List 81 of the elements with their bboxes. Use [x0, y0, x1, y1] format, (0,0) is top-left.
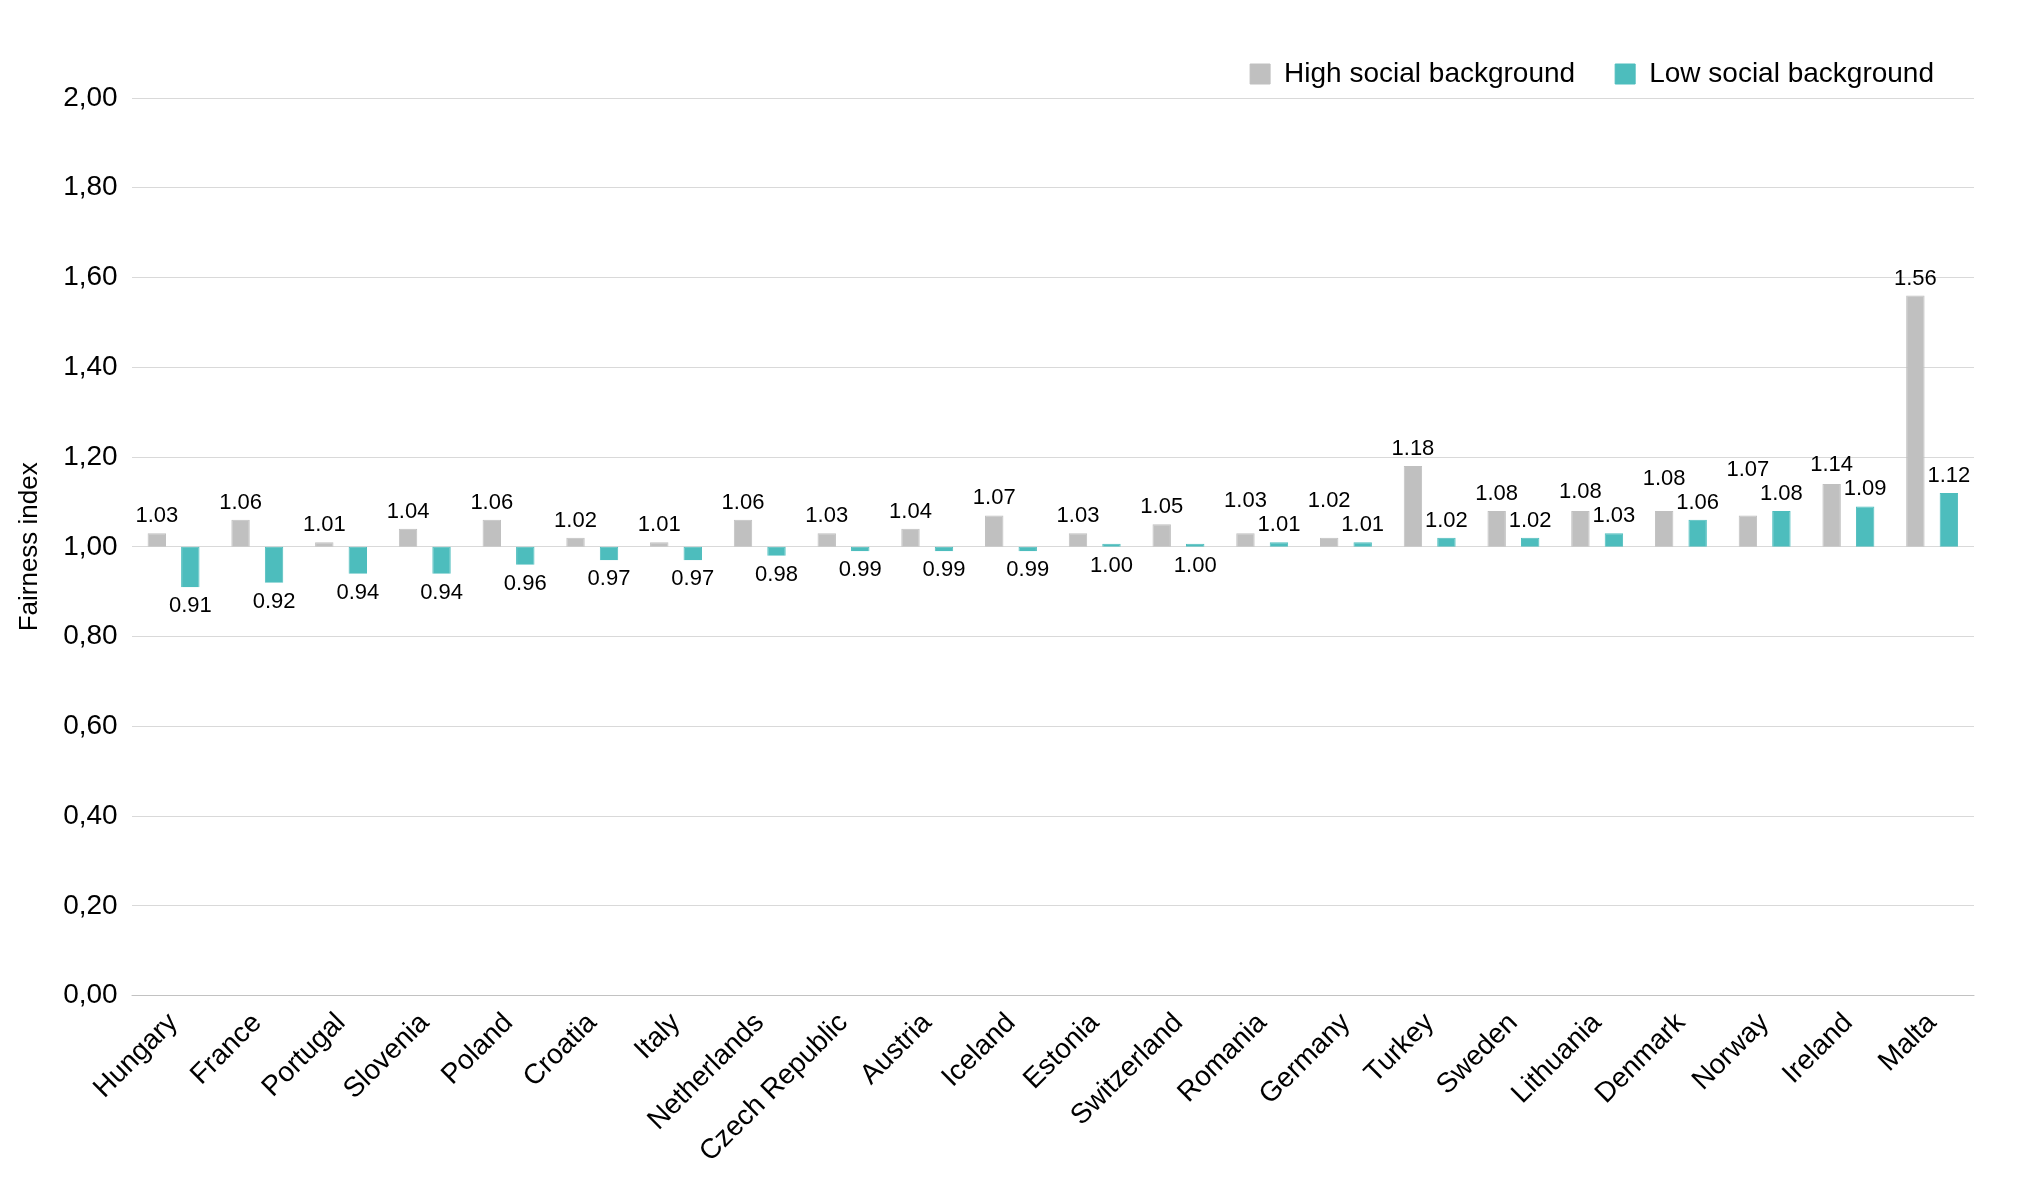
- data-label: 1.04: [889, 497, 932, 523]
- data-label: 1.07: [972, 484, 1016, 510]
- bar: [1403, 466, 1423, 547]
- data-label: 0.96: [503, 569, 547, 595]
- data-label: 1.01: [637, 511, 681, 537]
- data-label: 1.03: [1224, 487, 1267, 513]
- data-label: 0.99: [838, 556, 882, 582]
- data-label: 0.94: [420, 578, 463, 604]
- y-tick-label: 1,40: [63, 349, 118, 381]
- data-label: 0.91: [168, 592, 212, 618]
- data-label: 1.06: [1676, 488, 1720, 514]
- data-label: 1.02: [1307, 487, 1351, 513]
- bar: [1487, 510, 1506, 547]
- data-label: 1.06: [721, 488, 765, 514]
- bar: [985, 515, 1004, 547]
- data-label: 0.99: [922, 556, 966, 582]
- data-label: 1.04: [386, 497, 430, 523]
- y-tick-label: 1,20: [63, 439, 118, 471]
- data-label: 1.08: [1642, 464, 1686, 490]
- data-label: 0.94: [336, 578, 380, 604]
- bar: [231, 519, 250, 547]
- bar: [1772, 510, 1791, 547]
- bar: [566, 537, 585, 547]
- data-label: 1.08: [1475, 479, 1519, 505]
- bar: [1437, 537, 1456, 547]
- data-label: 1.01: [302, 511, 346, 537]
- y-tick-label: 0,20: [63, 888, 118, 920]
- bar: [1738, 515, 1758, 547]
- bar: [1822, 483, 1841, 547]
- bar: [1855, 506, 1875, 547]
- data-label: 1.08: [1759, 479, 1803, 505]
- data-label: 1.00: [1090, 551, 1133, 577]
- data-label: 0.97: [671, 565, 715, 591]
- data-label: 1.14: [1810, 451, 1854, 477]
- bar: [1654, 510, 1674, 547]
- legend-label: Low social background: [1649, 56, 1934, 88]
- data-label: 1.02: [1425, 506, 1468, 532]
- y-axis-title: Fairness index: [12, 462, 43, 632]
- data-label: 1.18: [1391, 435, 1435, 461]
- data-label: 1.12: [1927, 462, 1971, 487]
- y-tick-label: 1,80: [63, 170, 118, 202]
- bar: [181, 546, 200, 588]
- bar: [1571, 510, 1590, 547]
- data-label: 1.03: [1056, 502, 1100, 528]
- bar: [733, 519, 753, 547]
- y-tick-label: 1,60: [63, 260, 118, 292]
- data-label: 1.06: [219, 488, 262, 514]
- bar: [1906, 295, 1925, 547]
- data-label: 1.03: [135, 502, 179, 528]
- bar: [264, 546, 284, 583]
- bar: [1152, 524, 1171, 547]
- bar: [348, 546, 368, 574]
- bar: [1939, 492, 1959, 547]
- data-label: 1.07: [1726, 455, 1770, 481]
- data-label: 1.02: [554, 506, 597, 532]
- y-tick-label: 1,00: [63, 529, 118, 561]
- data-label: 0.97: [587, 565, 631, 591]
- data-label: 1.00: [1173, 551, 1217, 577]
- data-label: 1.06: [470, 488, 514, 514]
- y-tick-label: 0,60: [63, 709, 118, 741]
- y-tick-label: 0,80: [63, 619, 118, 651]
- data-label: 0.99: [1006, 556, 1050, 582]
- bar: [767, 546, 786, 556]
- bar: [482, 519, 501, 547]
- data-label: 0.92: [252, 587, 296, 613]
- data-label: 1.56: [1893, 264, 1937, 290]
- data-label: 1.03: [805, 502, 849, 528]
- y-tick-label: 0,00: [63, 978, 118, 1010]
- data-label: 1.01: [1341, 511, 1385, 537]
- y-tick-label: 2,00: [63, 80, 118, 112]
- data-label: 1.08: [1559, 478, 1602, 504]
- y-tick-label: 0,40: [63, 798, 118, 830]
- data-label: 1.09: [1843, 475, 1887, 501]
- data-label: 1.01: [1257, 511, 1301, 537]
- bar: [432, 546, 451, 574]
- data-label: 1.03: [1592, 502, 1636, 528]
- legend-label: High social background: [1284, 56, 1576, 88]
- data-label: 1.05: [1140, 493, 1184, 519]
- data-label: 0.98: [755, 560, 798, 586]
- data-label: 1.02: [1508, 506, 1552, 532]
- bar: [1688, 519, 1707, 547]
